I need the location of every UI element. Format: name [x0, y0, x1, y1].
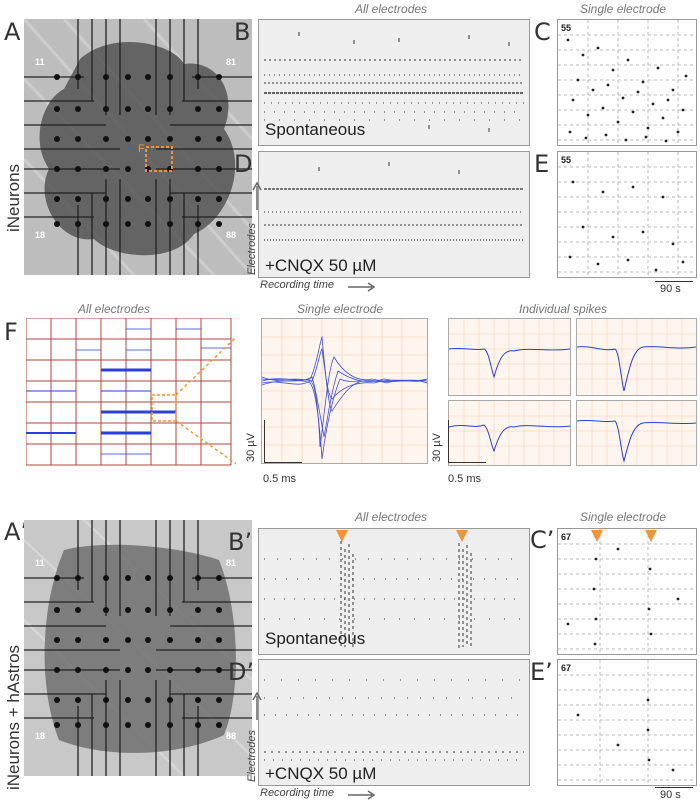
single-electrode-raster-top: 55 [557, 19, 697, 146]
raster-spontaneous-top: Spontaneous [258, 19, 530, 146]
panel-letter-e-prime: E’ [530, 658, 553, 686]
scale-bar-05ms-mid [264, 462, 302, 463]
axis-label-electrodes-bottom: Electrodes [246, 730, 258, 782]
burst-marker-icon-4 [645, 530, 657, 542]
raster-plot-b-prime [264, 541, 524, 649]
mea-image-ineurons-hastros: 11 81 18 88 [23, 519, 253, 777]
raster-plot-c-prime [558, 529, 696, 654]
title-single-electrode-top: Single electrode [580, 2, 667, 16]
scale-label-05ms-mid: 0.5 ms [263, 473, 297, 485]
single-electrode-waveform-box [261, 318, 428, 464]
single-electrode-raster-bottom-cnqx: 67 [557, 659, 697, 786]
spike-waveform-1 [448, 318, 571, 396]
row-label-ineurons: iNeurons [4, 163, 23, 232]
raster-plot-e-prime [558, 660, 696, 785]
electrode-label-81: 81 [226, 57, 237, 67]
arrow-up-icon-bottom [252, 691, 262, 720]
raster-plot-c [558, 20, 696, 145]
mea-photo-bottom [23, 519, 253, 777]
electrode-label-11-bottom: 11 [35, 558, 45, 568]
panel-letter-b-prime: B’ [228, 528, 253, 556]
panel-letter-c-prime: C’ [530, 526, 555, 554]
scale-label-30uv-mid: 30 µV [245, 433, 257, 462]
condition-label-spontaneous-bottom: Spontaneous [265, 629, 366, 648]
panel-letter-a: A [4, 18, 21, 46]
panel-letter-d-prime: D’ [228, 658, 255, 686]
scale-label-05ms-spikes: 0.5 ms [448, 473, 482, 485]
single-electrode-id-67-bottom: 67 [561, 663, 572, 673]
raster-cnqx-top: +CNQX 50 µM [258, 151, 530, 278]
axis-label-recording-time-top: Recording time [260, 279, 334, 291]
panel-letter-b: B [234, 18, 251, 46]
condition-label-cnqx-top: +CNQX 50 µM [265, 256, 377, 275]
electrode-label-81-bottom: 81 [226, 558, 237, 568]
spike-overlay-plot [261, 319, 428, 463]
raster-plot-d [264, 162, 524, 241]
panel-letter-e: E [534, 150, 550, 178]
panel-letter-d: D [234, 150, 253, 178]
spike-waveform-3 [448, 400, 571, 466]
scale-bar-30uv-spikes [448, 420, 449, 462]
inset-marker-f: F [138, 143, 145, 155]
title-single-electrode-mid: Single electrode [297, 302, 384, 316]
panel-letter-c: C [534, 18, 551, 46]
condition-label-cnqx-bottom: +CNQX 50 µM [265, 764, 377, 783]
title-all-electrodes-mid: All electrodes [78, 302, 151, 316]
single-electrode-raster-bottom: 67 [557, 528, 697, 655]
arrow-right-icon-bottom [348, 790, 376, 800]
title-all-electrodes-top: All electrodes [355, 2, 428, 16]
raster-cnqx-bottom: +CNQX 50 µM [258, 659, 530, 786]
scale-label-90s-top: 90 s [660, 283, 681, 295]
title-individual-spikes: Individual spikes [519, 302, 608, 316]
burst-marker-icon-1 [336, 530, 348, 542]
mea-photo-top [22, 17, 254, 277]
electrode-label-11: 11 [35, 57, 45, 67]
electrode-label-18-bottom: 18 [35, 731, 46, 741]
axis-label-electrodes-top: Electrodes [246, 223, 258, 275]
scale-bar-05ms-spikes [448, 462, 486, 463]
spike-waveform-4 [576, 400, 697, 466]
scale-label-90s-bottom: 90 s [660, 789, 681, 801]
electrode-label-88-bottom: 88 [226, 731, 237, 741]
arrow-right-icon [348, 282, 376, 292]
scale-bar-90s-bottom [655, 787, 693, 788]
scale-bar-90s-top [655, 281, 693, 282]
axis-label-recording-time-bottom: Recording time [260, 787, 334, 799]
title-single-electrode-bottom: Single electrode [580, 510, 667, 524]
electrode-label-88: 88 [226, 230, 237, 240]
spike-waveform-2 [576, 318, 697, 396]
arrow-up-icon [252, 181, 262, 210]
single-electrode-id-67-top: 67 [561, 532, 572, 542]
raster-plot-e [558, 152, 696, 277]
single-electrode-id-55-top: 55 [561, 23, 572, 33]
electrode-label-18: 18 [35, 230, 46, 240]
burst-marker-icon-2 [456, 530, 468, 542]
electrode-grid-all [26, 318, 236, 466]
raster-plot-d-prime [264, 679, 524, 761]
title-all-electrodes-bottom: All electrodes [355, 510, 428, 524]
condition-label-spontaneous-top: Spontaneous [265, 120, 366, 139]
mea-image-ineurons: 11 81 18 88 F [22, 17, 254, 277]
scale-bar-30uv-mid [264, 420, 265, 462]
panel-letter-f: F [4, 318, 18, 346]
raster-spontaneous-bottom: Spontaneous [258, 528, 530, 655]
scale-label-30uv-spikes: 30 µV [431, 433, 443, 462]
row-label-ineurons-hastros: iNeurons + hAstros [4, 644, 23, 790]
raster-plot-b [264, 32, 524, 132]
single-electrode-id-55-bottom: 55 [561, 155, 572, 165]
single-electrode-raster-top-cnqx: 55 [557, 151, 697, 278]
burst-marker-icon-3 [591, 530, 603, 542]
